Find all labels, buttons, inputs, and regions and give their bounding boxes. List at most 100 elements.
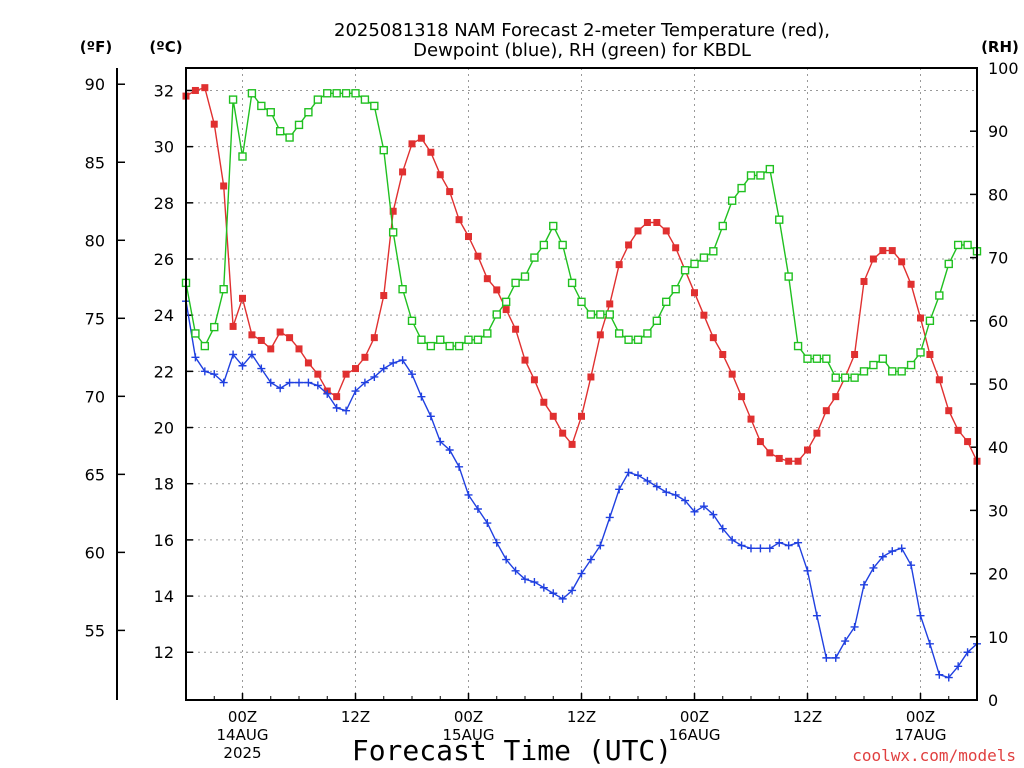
temperature-point	[606, 300, 614, 308]
dewpoint-point	[342, 406, 351, 415]
rh-point	[539, 240, 549, 250]
temperature-point	[672, 244, 680, 252]
rh-tick-label: 20	[988, 565, 1008, 584]
rh-point	[360, 95, 370, 104]
dewpoint-point	[351, 387, 360, 396]
rh-point	[822, 354, 831, 363]
temperature-point	[229, 322, 237, 330]
celsius-tick-label: 18	[154, 475, 174, 494]
temperature-point	[267, 345, 275, 353]
temperature-point	[691, 289, 698, 297]
dewpoint-point	[539, 583, 548, 592]
dewpoint-point	[634, 471, 642, 480]
temperature-point	[954, 426, 962, 434]
rh-point	[417, 335, 426, 344]
temperature-point	[361, 353, 369, 361]
x-tick-label: 00Z	[454, 708, 483, 726]
rh-point	[680, 266, 690, 275]
dewpoint-point	[671, 490, 680, 499]
rh-point	[238, 152, 247, 161]
rh-point	[370, 101, 379, 111]
rh-point	[530, 253, 539, 262]
rh-tick-label: 80	[988, 185, 1008, 204]
dewpoint-point	[765, 544, 774, 553]
series-layer	[181, 84, 982, 682]
rh-point	[520, 272, 530, 281]
temperature-point	[512, 325, 520, 333]
dewpoint-point	[379, 364, 388, 373]
celsius-tick-label: 32	[154, 81, 174, 100]
dewpoint-point	[662, 488, 671, 497]
rh-point	[200, 341, 210, 351]
temperature-point	[191, 86, 199, 94]
rh-axis: 0 10 20 30 40 50 60 70 80 90 100	[970, 59, 1019, 710]
rh-point	[803, 354, 812, 363]
rh-point	[294, 120, 304, 130]
rh-point	[662, 297, 671, 307]
temperature-point	[314, 370, 322, 378]
dewpoint-point	[728, 535, 737, 544]
dewpoint-point	[737, 541, 746, 550]
temperature-point	[286, 334, 294, 342]
dewpoint-point	[888, 547, 897, 556]
dewpoint-point	[502, 555, 511, 564]
rh-point	[906, 360, 916, 370]
rh-point	[501, 297, 511, 307]
fahrenheit-tick-label: 85	[85, 153, 105, 172]
dewpoint-point	[878, 552, 887, 561]
temperature-point	[775, 454, 783, 462]
dewpoint-point	[860, 580, 868, 589]
temperature-point	[625, 241, 633, 249]
temperature-point	[615, 261, 623, 269]
x-tick-label: 00Z	[680, 708, 709, 726]
rh-point	[614, 329, 624, 338]
temperature-point	[747, 415, 755, 423]
rh-tick-label: 100	[988, 59, 1019, 78]
rh-point	[596, 310, 605, 319]
rh-point	[859, 367, 869, 376]
rh-point	[624, 335, 633, 344]
dewpoint-point	[709, 510, 718, 519]
dewpoint-point	[530, 578, 539, 587]
temperature-point	[898, 258, 906, 266]
dewpoint-point	[963, 648, 972, 657]
rh-point	[247, 89, 257, 98]
rh-point	[709, 247, 718, 256]
temperature-point	[879, 247, 887, 255]
dewpoint-point	[229, 350, 238, 359]
rh-point	[718, 221, 727, 231]
temperature-point	[304, 359, 312, 367]
temperature-point	[832, 393, 840, 401]
grid-lines	[186, 68, 977, 700]
temperature-point	[220, 182, 228, 190]
temperature-point	[813, 429, 821, 437]
dewpoint-point	[445, 446, 454, 455]
rh-point	[840, 373, 850, 382]
temperature-point	[333, 393, 341, 401]
dewpoint-point	[643, 476, 652, 485]
temperature-point	[257, 336, 265, 344]
dewpoint-point	[313, 381, 322, 390]
dewpoint-point	[794, 538, 803, 547]
rh-point	[878, 354, 888, 363]
rh-point	[727, 196, 737, 205]
dewpoint-point	[925, 639, 934, 648]
temperature-point	[700, 311, 708, 319]
celsius-tick-label: 28	[154, 194, 174, 213]
rh-point	[916, 348, 925, 357]
temperature-point	[559, 429, 567, 437]
rh-point	[935, 291, 944, 300]
rh-point	[963, 240, 972, 250]
rh-point	[323, 89, 332, 98]
temperature-point	[540, 398, 548, 406]
temperature-point	[917, 314, 924, 322]
dewpoint-point	[219, 378, 228, 387]
dewpoint-point	[285, 378, 294, 387]
dewpoint-point	[417, 392, 426, 401]
celsius-tick-label: 20	[154, 419, 174, 438]
rh-point	[464, 335, 473, 344]
rh-point	[586, 310, 596, 319]
temperature-point	[342, 370, 350, 378]
fahrenheit-tick-label: 75	[85, 309, 105, 328]
